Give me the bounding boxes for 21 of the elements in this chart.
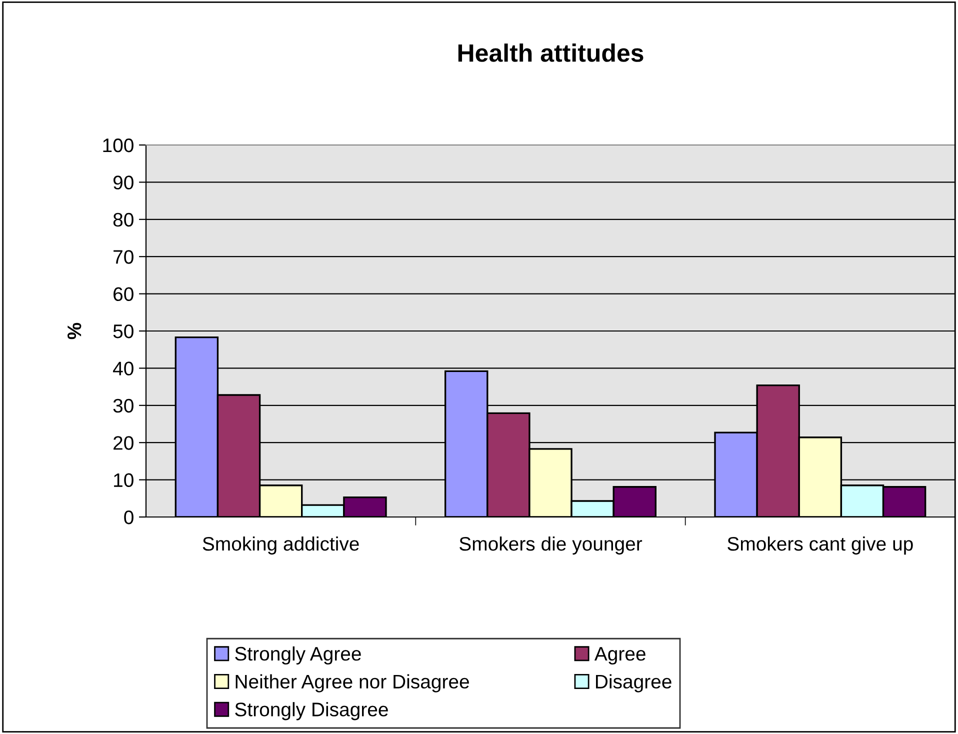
y-tick-label: 70 <box>114 250 134 264</box>
x-tick-label: Smokers die younger <box>460 536 642 555</box>
y-tick-label: 60 <box>114 287 134 302</box>
y-tick-label: 10 <box>114 473 134 488</box>
x-tick-label: Smokers cant give up <box>728 536 913 555</box>
y-tick-label: 0 <box>124 510 134 524</box>
legend-label: Strongly Disagree <box>235 702 388 720</box>
legend-label: Strongly Agree <box>235 646 361 665</box>
chart-title: Health attitudes <box>458 44 644 62</box>
y-tick-label: 20 <box>114 436 134 450</box>
y-tick-label: 80 <box>113 212 134 227</box>
y-tick-label: 40 <box>113 362 134 376</box>
x-tick-label: Smoking addictive <box>202 536 359 555</box>
legend-label: Disagree <box>596 674 672 692</box>
y-tick-label: 50 <box>113 324 134 338</box>
y-axis-title: % <box>68 322 82 340</box>
legend-label: Neither Agree nor Disagree <box>236 674 469 692</box>
y-tick-label: 90 <box>113 176 134 190</box>
legend-label: Agree <box>594 647 646 665</box>
y-tick-label: 100 <box>103 138 134 152</box>
y-tick-label: 30 <box>113 398 134 413</box>
